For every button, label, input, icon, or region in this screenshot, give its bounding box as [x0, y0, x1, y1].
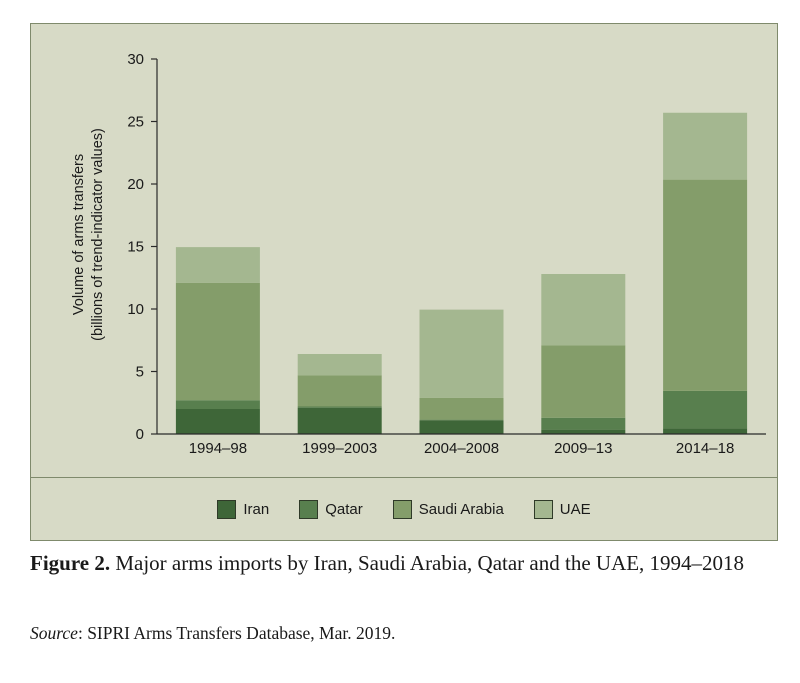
- legend-swatch-uae: [533, 499, 553, 519]
- y-axis-label-line-1: Volume of arms transfers: [71, 154, 87, 315]
- figure-caption-text: Major arms imports by Iran, Saudi Arabia…: [110, 551, 745, 575]
- bar-uae-1: [297, 354, 382, 376]
- legend-divider: [31, 477, 777, 478]
- bar-iran-2: [419, 420, 504, 434]
- legend-item-qatar: Qatar: [299, 499, 363, 519]
- bar-iran-0: [175, 409, 260, 434]
- bar-saudi-arabia-3: [541, 345, 626, 418]
- source-text: : SIPRI Arms Transfers Database, Mar. 20…: [77, 623, 396, 643]
- legend-swatch-qatar: [299, 499, 319, 519]
- x-tick-label: 1999–2003: [302, 440, 377, 457]
- y-tick-label: 20: [127, 176, 144, 193]
- bar-uae-4: [663, 112, 748, 180]
- bar-qatar-0: [175, 400, 260, 409]
- bar-saudi-arabia-4: [663, 179, 748, 391]
- y-tick-label: 25: [127, 114, 144, 131]
- bar-uae-2: [419, 309, 504, 398]
- y-tick-label: 5: [136, 364, 144, 381]
- x-tick-label: 2014–18: [676, 440, 734, 457]
- source-note: Source: SIPRI Arms Transfers Database, M…: [30, 623, 780, 644]
- x-tick-label: 2004–2008: [424, 440, 499, 457]
- bar-qatar-1: [297, 406, 382, 408]
- x-tick-label: 1994–98: [189, 440, 247, 457]
- legend-label-iran: Iran: [243, 500, 270, 518]
- y-axis-label-line-2: (billions of trend-indicator values): [90, 128, 106, 341]
- bar-iran-3: [541, 429, 626, 434]
- y-tick-label: 10: [127, 301, 144, 318]
- y-axis-label: Volume of arms transfers (billions of tre…: [71, 128, 106, 341]
- legend-swatch-saudi-arabia: [392, 499, 412, 519]
- x-tick-label: 2009–13: [554, 440, 612, 457]
- figure-caption: Figure 2. Major arms imports by Iran, Sa…: [30, 548, 780, 579]
- legend-swatch-iran: [217, 499, 237, 519]
- stacked-bar-chart: 1994–98 1999–2003 2004–2008 2009–13 2014–18 0…: [71, 51, 766, 457]
- source-label: Source: [30, 623, 78, 643]
- bar-uae-3: [541, 274, 626, 346]
- bar-saudi-arabia-2: [419, 397, 504, 420]
- legend-item-uae: UAE: [533, 499, 591, 519]
- legend-item-saudi-arabia: Saudi Arabia: [392, 499, 504, 519]
- bar-qatar-3: [541, 417, 626, 430]
- figure-label: Figure 2.: [30, 551, 111, 575]
- bar-uae-0: [175, 247, 260, 283]
- legend-item-iran: Iran: [217, 499, 270, 519]
- bar-saudi-arabia-1: [297, 375, 382, 407]
- chart-legend: Iran Qatar Saudi Arabia UAE: [31, 478, 777, 540]
- bar-qatar-4: [663, 390, 748, 429]
- bar-iran-4: [663, 428, 748, 434]
- bar-iran-1: [297, 407, 382, 434]
- chart-panel: 1994–98 1999–2003 2004–2008 2009–13 2014–18 0…: [30, 23, 778, 541]
- legend-label-qatar: Qatar: [325, 500, 363, 518]
- y-tick-label: 15: [127, 239, 144, 256]
- y-tick-label: 0: [136, 426, 144, 443]
- bar-qatar-2: [419, 419, 504, 421]
- y-tick-label: 30: [127, 51, 144, 68]
- legend-label-uae: UAE: [559, 500, 591, 518]
- legend-label-saudi-arabia: Saudi Arabia: [418, 500, 504, 518]
- bar-saudi-arabia-0: [175, 282, 260, 401]
